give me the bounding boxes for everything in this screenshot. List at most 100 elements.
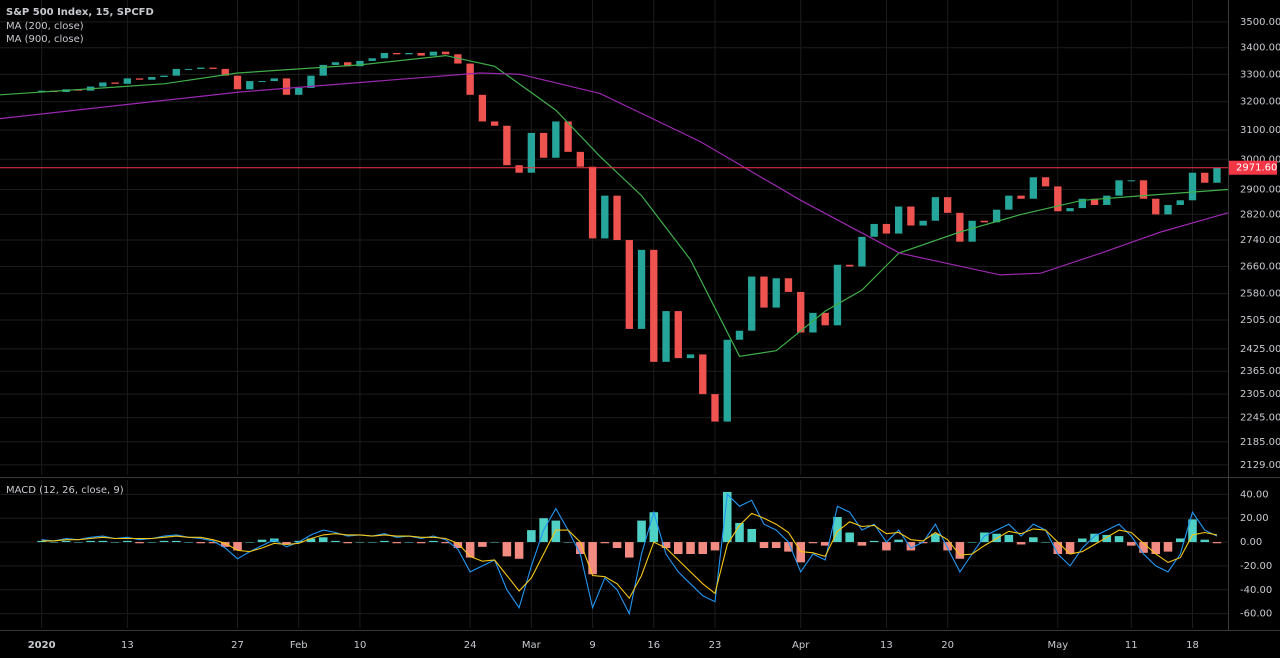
candle bbox=[735, 330, 744, 340]
histogram-bar bbox=[392, 542, 401, 544]
histogram-bar bbox=[612, 542, 622, 549]
histogram-bar bbox=[478, 542, 487, 547]
x-tick-label: 18 bbox=[1186, 640, 1199, 651]
histogram-bar bbox=[1126, 542, 1136, 546]
candle bbox=[699, 354, 707, 395]
histogram-bar bbox=[1065, 542, 1075, 554]
x-tick-label: Mar bbox=[522, 640, 542, 651]
candle bbox=[1127, 180, 1135, 182]
y-tick-label: -60.00 bbox=[1240, 609, 1272, 620]
histogram-bar bbox=[649, 512, 659, 543]
y-tick-label: 2365.00 bbox=[1240, 366, 1280, 377]
histogram-bar bbox=[49, 542, 59, 543]
histogram-bar bbox=[98, 540, 108, 543]
candle bbox=[331, 62, 340, 65]
indicator-label: MACD (12, 26, close, 9) bbox=[6, 485, 124, 496]
candle bbox=[393, 52, 401, 55]
x-tick-label: 23 bbox=[709, 640, 722, 651]
y-tick-label: 2660.00 bbox=[1240, 261, 1280, 272]
candle bbox=[980, 220, 989, 223]
y-tick-label: 2505.00 bbox=[1240, 315, 1280, 326]
candle bbox=[613, 195, 621, 241]
histogram-bar bbox=[343, 542, 352, 544]
histogram-bar bbox=[1163, 542, 1173, 552]
candle bbox=[748, 276, 756, 331]
candle bbox=[197, 67, 205, 69]
histogram-bar bbox=[196, 542, 206, 544]
x-tick-label: 13 bbox=[121, 640, 134, 651]
histogram-bar bbox=[306, 538, 316, 543]
candle bbox=[919, 220, 927, 226]
histogram-bar bbox=[698, 542, 708, 554]
histogram-bar bbox=[637, 520, 646, 543]
candle bbox=[662, 311, 670, 362]
candle bbox=[723, 339, 731, 422]
histogram-bar bbox=[208, 542, 218, 544]
candle bbox=[515, 165, 523, 173]
histogram-bar bbox=[931, 533, 940, 543]
histogram-bar bbox=[331, 540, 340, 543]
histogram-bar bbox=[759, 542, 769, 549]
histogram-bar bbox=[86, 540, 95, 543]
y-tick-label: 2129.00 bbox=[1240, 460, 1280, 471]
histogram-bar bbox=[527, 530, 536, 543]
candle bbox=[882, 223, 891, 234]
candle bbox=[172, 68, 180, 76]
candle bbox=[319, 64, 327, 76]
candle bbox=[246, 81, 254, 90]
histogram-bar bbox=[490, 542, 499, 543]
candle bbox=[37, 90, 46, 92]
macd-line bbox=[41, 493, 1218, 616]
candle bbox=[99, 82, 107, 87]
candle bbox=[1188, 172, 1197, 201]
y-tick-label: 3300.00 bbox=[1240, 69, 1280, 80]
histogram-bar bbox=[796, 542, 805, 563]
y-tick-label: 3400.00 bbox=[1240, 43, 1280, 54]
candle bbox=[429, 51, 438, 56]
histogram-bar bbox=[943, 542, 952, 551]
indicator-label: MA (900, close) bbox=[6, 34, 84, 45]
histogram-bar bbox=[282, 542, 291, 545]
candle bbox=[760, 276, 768, 308]
candle bbox=[931, 197, 940, 221]
candle bbox=[160, 75, 168, 78]
candle bbox=[380, 52, 389, 59]
x-tick-label: 11 bbox=[1125, 640, 1138, 651]
histogram-bar bbox=[1016, 542, 1026, 545]
candle bbox=[1090, 198, 1099, 205]
candle bbox=[846, 264, 854, 267]
y-tick-label: 20.00 bbox=[1240, 513, 1269, 524]
y-tick-label: 2425.00 bbox=[1240, 344, 1280, 355]
candle bbox=[650, 249, 658, 362]
candle bbox=[797, 291, 805, 333]
candle bbox=[184, 68, 193, 70]
y-tick-label: 0.00 bbox=[1240, 537, 1262, 548]
histogram-bar bbox=[172, 540, 181, 543]
candle bbox=[344, 62, 352, 67]
histogram-bar bbox=[747, 528, 757, 543]
candle bbox=[1078, 198, 1086, 209]
histogram-bar bbox=[588, 542, 597, 575]
candle bbox=[943, 197, 952, 213]
plot bbox=[0, 0, 1229, 628]
histogram-bar bbox=[894, 539, 903, 543]
candle bbox=[282, 78, 291, 95]
candle bbox=[674, 311, 682, 359]
histogram-bar bbox=[429, 540, 438, 543]
histogram-bar bbox=[123, 540, 132, 543]
histogram-bar bbox=[404, 542, 414, 543]
candle bbox=[539, 132, 548, 158]
candle bbox=[1139, 180, 1148, 199]
candle bbox=[1066, 208, 1074, 212]
histogram-bar bbox=[1102, 534, 1112, 543]
histogram-bar bbox=[551, 520, 561, 543]
x-tick-label: 16 bbox=[647, 640, 660, 651]
histogram-bar bbox=[1139, 542, 1148, 553]
candle bbox=[1054, 186, 1062, 212]
y-tick-label: -40.00 bbox=[1240, 585, 1272, 596]
candle bbox=[1017, 195, 1025, 199]
histogram-bar bbox=[576, 542, 585, 554]
candle bbox=[356, 60, 364, 67]
histogram-bar bbox=[1029, 537, 1038, 543]
histogram-bar bbox=[833, 517, 842, 543]
